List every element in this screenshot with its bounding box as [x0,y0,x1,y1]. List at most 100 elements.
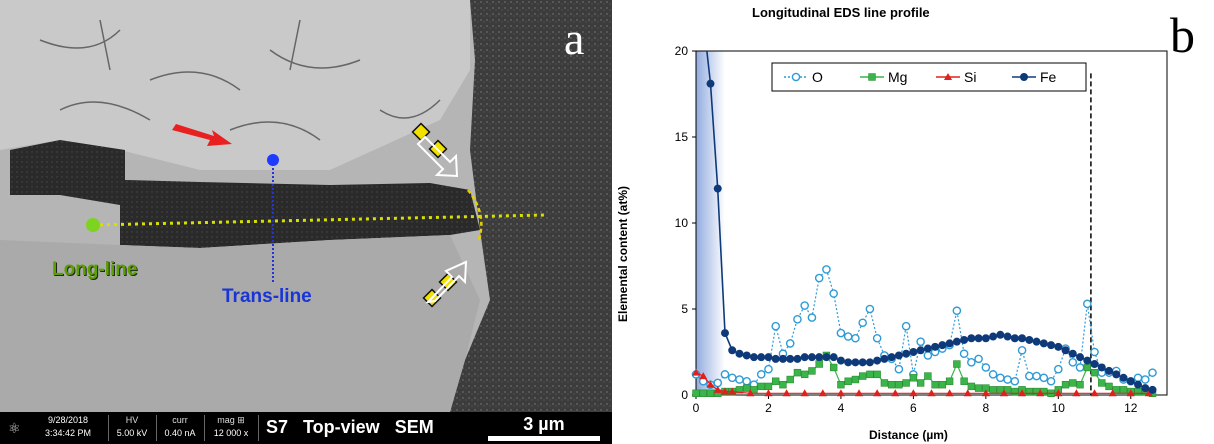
data-point-si [800,389,809,397]
data-point-mg [938,380,947,389]
data-point-si [999,389,1008,397]
data-point-fe [996,330,1005,339]
y-tick-label: 15 [675,130,689,144]
data-point-fe [749,353,758,362]
data-point-o [1054,364,1063,374]
data-point-o [872,333,882,343]
data-point-fe [728,346,737,355]
eds-chart: 0 2 4 6 8 10 12 0 5 10 15 20 O Mg Si Fe [612,0,1214,444]
data-point-mg [757,382,765,391]
data-point-mg [851,375,860,384]
data-point-o [952,306,962,316]
data-point-si [909,389,918,397]
data-point-o [1003,375,1012,384]
x-tick-label: 12 [1124,401,1138,415]
x-tick-label: 8 [983,401,990,415]
data-point-fe [1068,349,1077,358]
data-point-fe [851,358,860,367]
panel-a-label: a [564,13,585,64]
data-point-mg [916,379,925,387]
data-point-fe [836,356,845,365]
x-tick-label: 6 [910,401,917,415]
data-point-si [1108,389,1117,397]
data-point-fe [1025,335,1034,344]
hv-label: HV [125,415,139,425]
data-point-o [967,358,976,367]
curr-label: curr [172,415,188,425]
data-point-mg [706,389,715,397]
data-point-fe [800,353,809,362]
data-point-fe [764,353,773,362]
data-point-mg [743,384,751,392]
data-point-si [1144,389,1153,397]
data-point-si [1126,389,1135,397]
data-point-o [974,354,983,364]
data-point-fe [1076,353,1085,362]
data-point-mg [880,379,889,387]
data-point-fe [960,335,969,344]
scale-bar [488,436,600,441]
data-point-fe [1061,346,1070,355]
data-point-fe [771,354,780,363]
data-point-o [771,321,781,331]
data-point-si [692,368,700,376]
data-point-si [764,389,773,397]
shaded-region [696,51,725,395]
data-point-mg [764,382,773,391]
data-point-fe [815,353,824,362]
data-point-o [1075,363,1085,372]
legend-label-mg: Mg [888,69,907,85]
data-point-fe [865,358,874,367]
data-point-fe [1018,334,1027,343]
data-point-si [1054,389,1063,397]
data-point-fe [880,354,889,363]
data-point-mg [772,377,780,385]
data-point-mg [837,380,845,389]
data-point-o [1148,368,1157,377]
data-point-fe [844,358,853,367]
data-point-o [1046,376,1056,386]
sem-micrograph: a Long-line Trans-line ⚛ 9/28/2018 3:34:… [0,0,612,444]
data-point-mg [808,367,816,375]
data-point-fe [1010,334,1019,343]
x-tick-label: 2 [765,401,772,415]
data-point-fe [1134,380,1143,389]
data-point-mg [1119,386,1128,394]
data-point-fe [938,341,947,350]
data-point-mg [1061,380,1070,389]
data-point-fe [902,349,911,358]
data-point-fe [923,344,932,353]
data-point-mg [815,360,823,368]
data-point-mg [873,370,881,379]
data-point-o [1140,375,1150,384]
x-axis-label: Distance (µm) [869,428,948,442]
data-point-si [818,389,827,397]
data-point-fe [757,353,766,362]
trans-line-label: Trans-line [222,286,312,307]
data-point-mg [800,370,809,379]
plot-frame [695,50,1168,396]
data-point-mg [866,370,874,379]
data-point-fe [989,332,998,341]
data-point-si [1090,389,1099,397]
data-point-fe [720,329,729,338]
data-point-mg [779,380,787,389]
data-point-o [1068,358,1078,367]
data-point-mg [793,368,802,377]
sem-info-bar: ⚛ 9/28/2018 3:34:42 PM HV 5.00 kV curr 0… [0,412,612,444]
y-tick-label: 0 [681,388,688,402]
data-point-o [858,318,867,328]
data-point-fe [931,342,940,351]
data-point-fe [1039,339,1048,348]
sem-caption: S7 Top-view SEM [266,417,434,437]
long-line-label: Long-line [52,259,138,280]
data-point-si [963,389,972,397]
data-point-o [793,315,802,324]
data-point-si [855,389,864,397]
data-point-o [988,370,998,379]
data-point-o [822,265,831,274]
data-point-si [699,372,708,380]
legend-label-si: Si [964,69,976,85]
data-point-mg [844,377,852,385]
separator [258,415,259,441]
